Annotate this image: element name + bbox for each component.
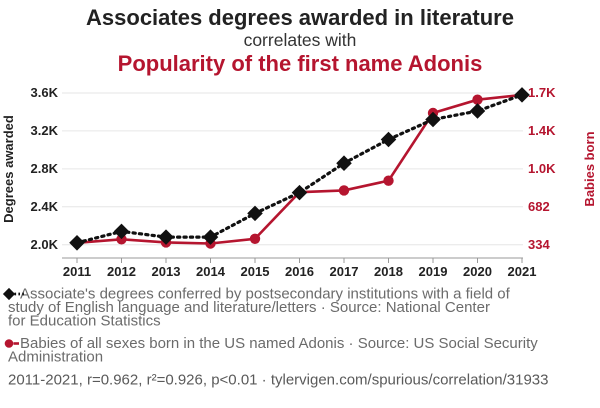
svg-text:3.2K: 3.2K: [31, 123, 59, 138]
svg-text:2018: 2018: [374, 264, 403, 279]
svg-text:334: 334: [528, 237, 550, 252]
svg-text:2017: 2017: [330, 264, 359, 279]
svg-text:2.8K: 2.8K: [31, 161, 59, 176]
svg-text:2020: 2020: [463, 264, 492, 279]
svg-text:682: 682: [528, 199, 550, 214]
svg-text:1.0K: 1.0K: [528, 161, 556, 176]
svg-text:2013: 2013: [152, 264, 181, 279]
svg-text:2021: 2021: [508, 264, 537, 279]
svg-text:2.4K: 2.4K: [31, 199, 59, 214]
svg-text:3.6K: 3.6K: [31, 85, 59, 100]
svg-text:2014: 2014: [196, 264, 226, 279]
svg-text:2011: 2011: [63, 264, 91, 279]
svg-text:2012: 2012: [107, 264, 136, 279]
svg-text:2015: 2015: [241, 264, 270, 279]
svg-text:1.7K: 1.7K: [528, 85, 556, 100]
svg-text:2019: 2019: [419, 264, 448, 279]
svg-text:2.0K: 2.0K: [31, 237, 59, 252]
svg-text:Babies born: Babies born: [582, 131, 597, 206]
svg-text:2016: 2016: [285, 264, 314, 279]
svg-text:Degrees awarded: Degrees awarded: [1, 115, 16, 223]
svg-text:1.4K: 1.4K: [528, 123, 556, 138]
